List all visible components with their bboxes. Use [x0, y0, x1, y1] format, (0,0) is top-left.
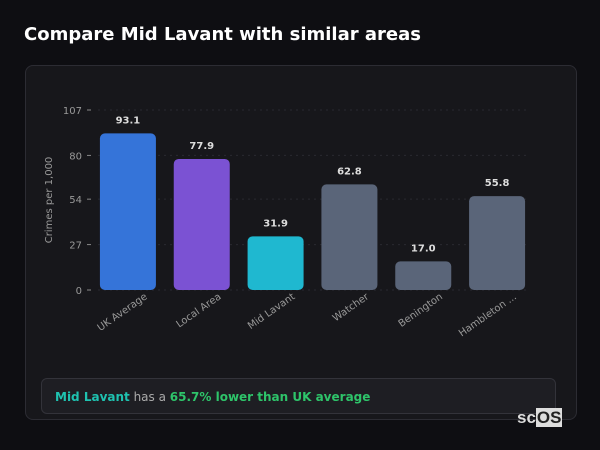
bar-uk-average [99, 133, 156, 290]
data-label: 31.9 [263, 218, 288, 229]
x-tick-label: Hambleton ... [457, 291, 519, 339]
x-tick-label: Local Area [174, 291, 223, 330]
summary-highlight: 65.7% lower than UK average [169, 390, 371, 404]
data-label: 77.9 [189, 141, 214, 152]
bar-benington [395, 261, 452, 290]
y-tick-label: 27 [69, 241, 82, 252]
bar-mid-lavant [247, 236, 304, 290]
summary-text: has a [129, 390, 170, 404]
y-tick-label: 0 [76, 286, 82, 297]
bar-local-area [173, 158, 230, 290]
page-title: Compare Mid Lavant with similar areas [24, 24, 421, 45]
y-tick-label: 54 [69, 195, 82, 206]
bar-hambleton- [469, 196, 526, 290]
y-axis-label: Crimes per 1,000 [44, 157, 55, 244]
y-tick-label: 107 [63, 106, 82, 117]
data-label: 17.0 [411, 243, 436, 254]
x-tick-label: Benington [397, 291, 445, 329]
x-tick-label: UK Average [96, 291, 150, 333]
scos-logo: scOS [517, 408, 563, 427]
summary-box: Mid Lavant has a 65.7% lower than UK ave… [41, 378, 556, 414]
summary-area: Mid Lavant [55, 390, 130, 404]
bar-watcher [321, 184, 378, 290]
data-label: 62.8 [337, 166, 362, 177]
data-label: 93.1 [116, 115, 141, 126]
y-tick-label: 80 [69, 151, 82, 162]
data-label: 55.8 [485, 178, 510, 189]
x-tick-label: Watcher [331, 291, 372, 324]
x-tick-label: Mid Lavant [246, 291, 297, 332]
